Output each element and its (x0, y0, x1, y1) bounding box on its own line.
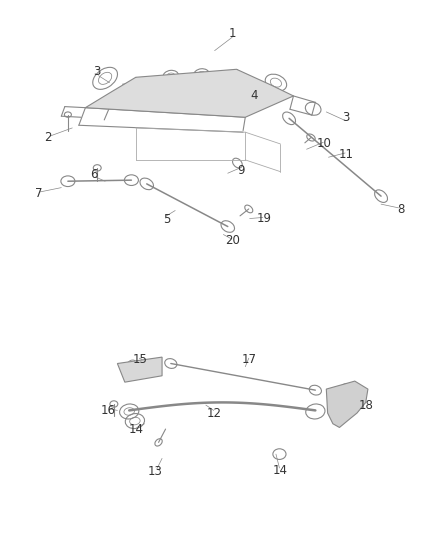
Text: 1: 1 (228, 27, 236, 39)
Text: 20: 20 (225, 235, 240, 247)
Text: 12: 12 (207, 407, 222, 419)
Polygon shape (326, 381, 368, 427)
Text: 10: 10 (317, 138, 332, 150)
Text: 15: 15 (133, 353, 148, 366)
Text: 3: 3 (343, 111, 350, 124)
Text: 13: 13 (148, 465, 163, 478)
Text: 11: 11 (339, 148, 353, 161)
Text: 6: 6 (90, 168, 98, 181)
Text: 3: 3 (93, 66, 100, 78)
Text: 9: 9 (237, 164, 245, 177)
Text: 19: 19 (257, 212, 272, 225)
Text: 5: 5 (163, 213, 170, 226)
Text: 4: 4 (250, 90, 258, 102)
Text: 14: 14 (128, 423, 143, 435)
Text: 17: 17 (242, 353, 257, 366)
Text: 16: 16 (101, 404, 116, 417)
Text: 14: 14 (273, 464, 288, 477)
Text: 18: 18 (358, 399, 373, 411)
Text: 7: 7 (35, 187, 42, 200)
Polygon shape (85, 69, 293, 117)
Text: 2: 2 (44, 131, 52, 144)
Polygon shape (117, 357, 162, 382)
Text: 8: 8 (397, 203, 404, 216)
